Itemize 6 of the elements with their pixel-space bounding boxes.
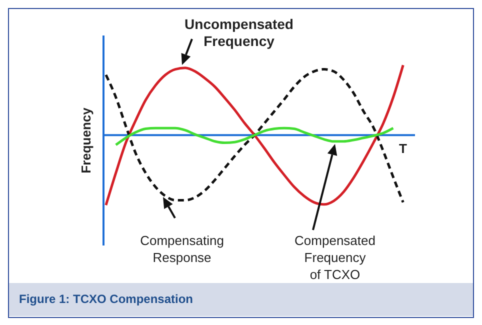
text: Figure 1: TCXO Compensation — [9, 283, 473, 316]
text: Compensated Frequency of TCXO — [294, 233, 376, 282]
y-axis-title: Frequency — [78, 106, 94, 174]
text: Uncompensated Frequency — [184, 16, 294, 49]
x-axis-title: T — [399, 141, 408, 156]
text: Compensating Response — [140, 233, 224, 265]
